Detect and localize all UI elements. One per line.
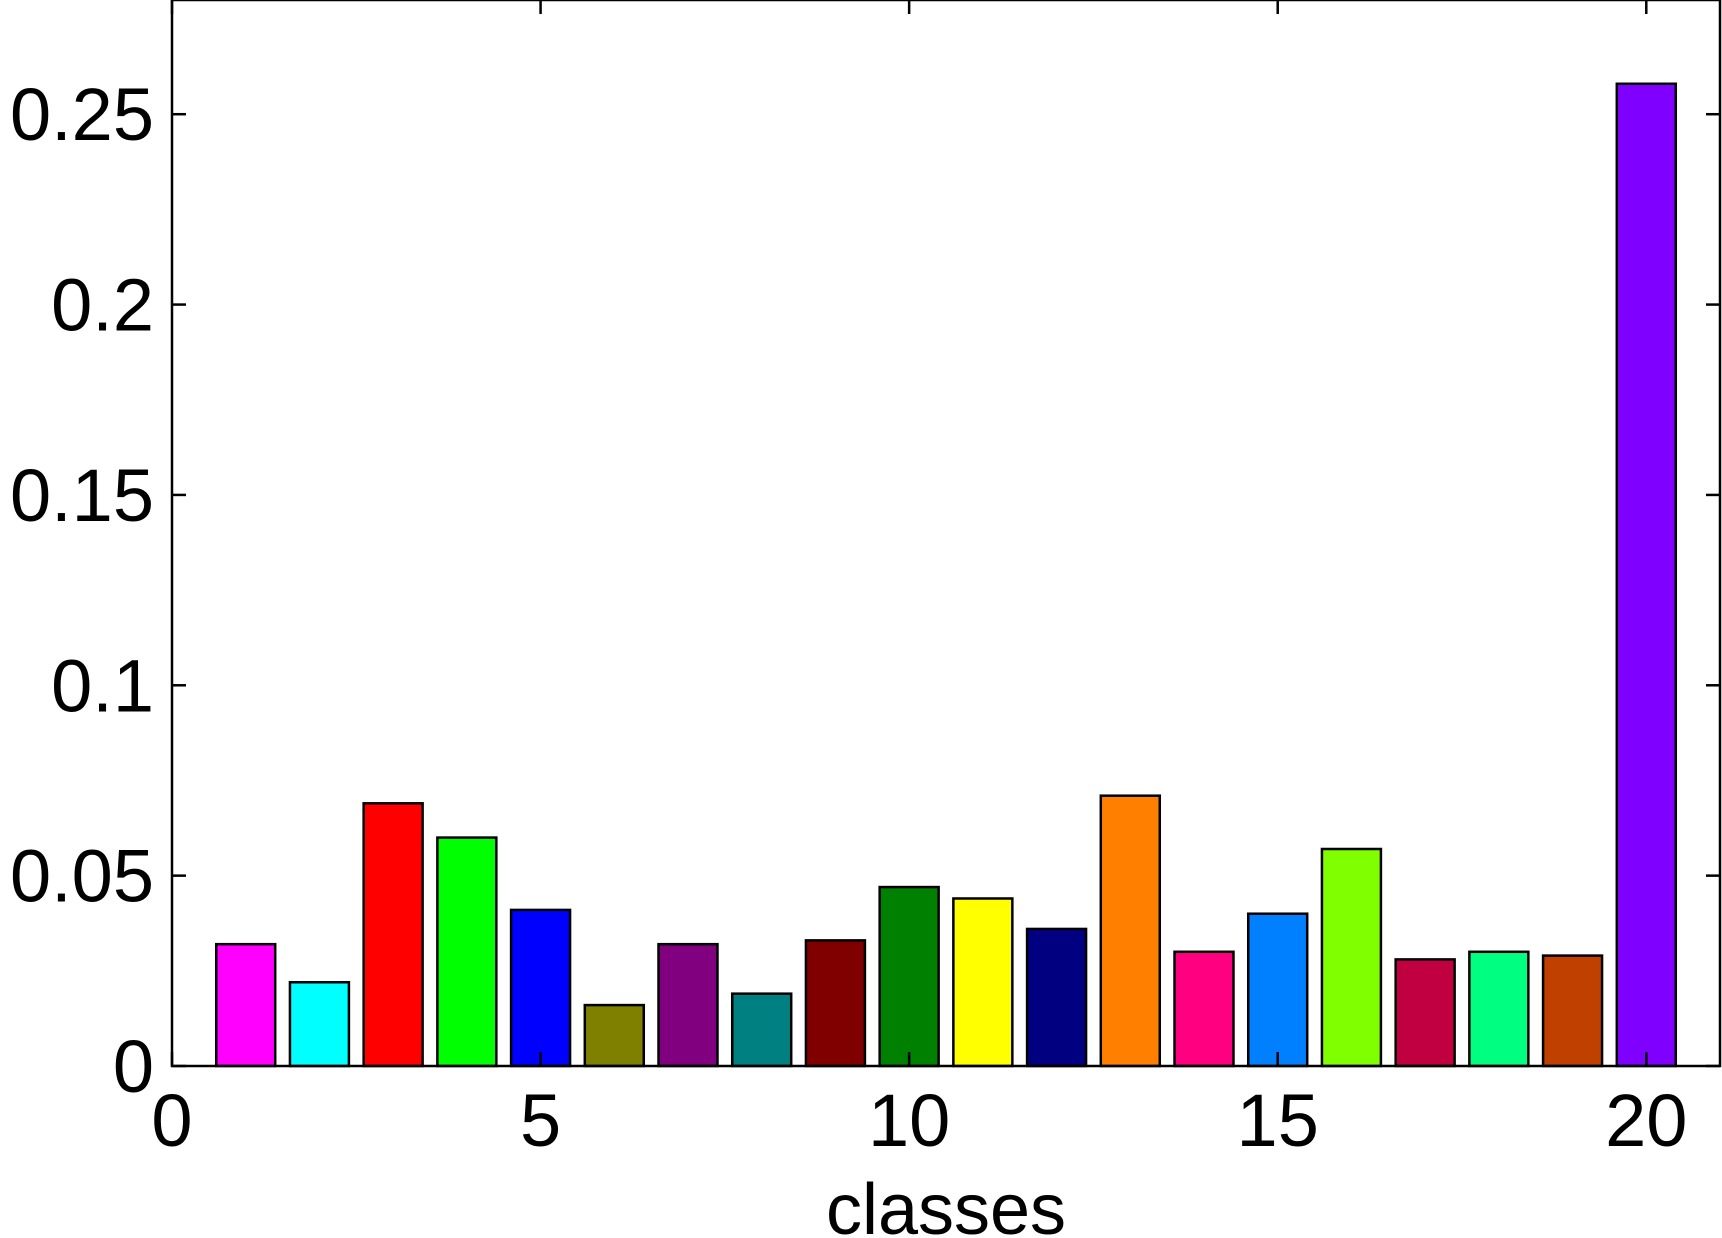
bar-class-10 xyxy=(878,885,940,1068)
y-tick-label: 0.1 xyxy=(51,644,154,727)
x-tick-label: 15 xyxy=(1237,1079,1319,1162)
bar-class-4 xyxy=(436,836,498,1068)
plot-frame xyxy=(170,0,1722,1068)
y-tick-label: 0.2 xyxy=(51,264,154,347)
bar-class-14 xyxy=(1173,950,1235,1068)
bar-class-20 xyxy=(1615,82,1678,1068)
bar-class-8 xyxy=(730,992,793,1068)
x-tick-label: 5 xyxy=(520,1079,561,1162)
bar-class-5 xyxy=(509,908,572,1068)
bar-class-11 xyxy=(952,897,1014,1068)
y-tick-label: 0.15 xyxy=(10,454,154,537)
bar-class-18 xyxy=(1468,950,1530,1068)
y-tick-label: 0.05 xyxy=(10,835,154,918)
bars-group xyxy=(214,82,1678,1068)
bar-class-19 xyxy=(1541,954,1604,1068)
x-tick-label: 0 xyxy=(151,1079,192,1162)
bar-class-1 xyxy=(214,942,277,1068)
bar-class-7 xyxy=(657,942,719,1068)
bar-class-15 xyxy=(1246,912,1309,1068)
bar-class-3 xyxy=(362,802,424,1068)
y-tick-label: 0 xyxy=(113,1025,154,1108)
bar-class-9 xyxy=(804,939,867,1068)
x-tick-label: 20 xyxy=(1605,1079,1687,1162)
bar-class-16 xyxy=(1320,847,1383,1068)
x-axis-label: classes xyxy=(826,1170,1066,1238)
bar-class-12 xyxy=(1025,927,1088,1068)
x-tick-label: 10 xyxy=(868,1079,950,1162)
y-tick-label: 0.25 xyxy=(10,73,154,156)
ticks-group: 0 5 10 15 20 0 0.05 0.1 0.15 0.2 0.25 xyxy=(10,0,1720,1162)
bar-class-6 xyxy=(583,1003,646,1068)
bar-class-13 xyxy=(1099,794,1162,1068)
bar-class-17 xyxy=(1394,958,1456,1068)
bar-class-2 xyxy=(288,980,351,1068)
